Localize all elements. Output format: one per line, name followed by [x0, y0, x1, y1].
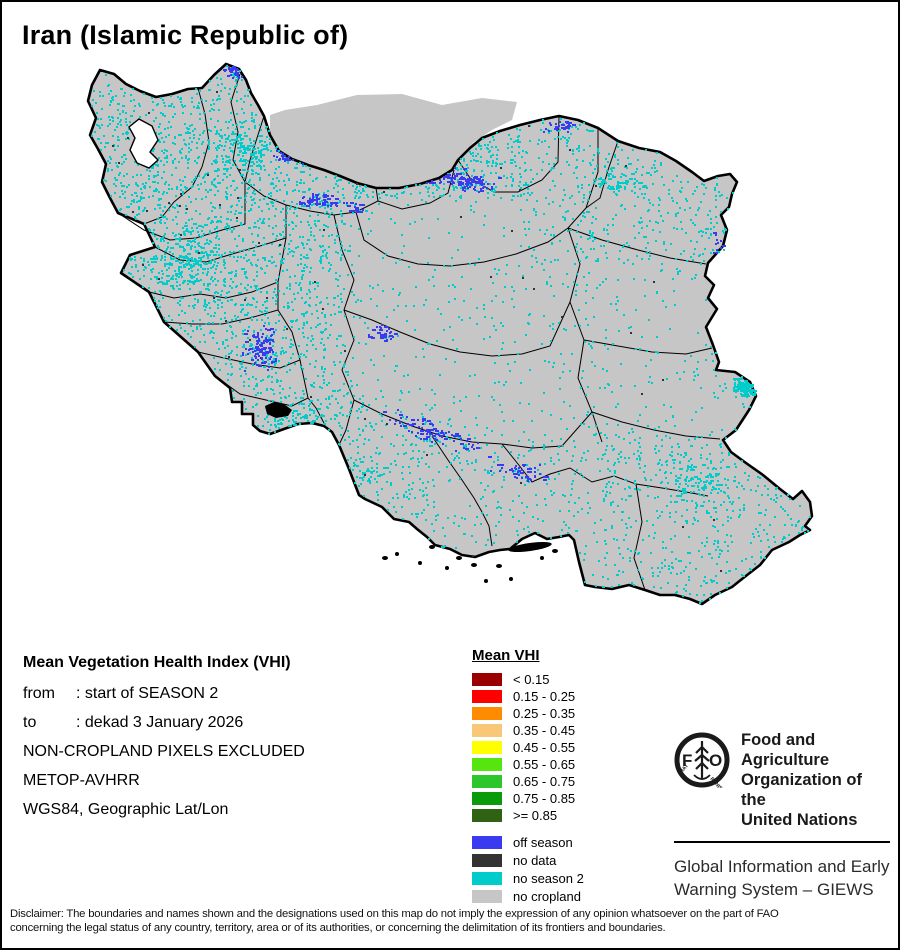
legend-row: off season [472, 833, 584, 851]
fao-motto-panis: PANIS [709, 776, 724, 788]
legend-row-label: >= 0.85 [513, 808, 558, 823]
info-line: WGS84, Geographic Lat/Lon [23, 801, 229, 818]
province-boundary [333, 214, 355, 446]
gulf-island [429, 545, 435, 549]
fao-logo-letter-f: F [682, 751, 692, 770]
legend-row: 0.65 - 0.75 [472, 773, 575, 790]
legend-row-label: < 0.15 [513, 672, 550, 687]
giews-name: Global Information and Early Warning Sys… [674, 855, 890, 901]
gulf-island [508, 541, 552, 553]
legend-color-swatch [472, 758, 502, 771]
giews-line: Warning System – GIEWS [674, 880, 874, 899]
legend-row-label: 0.55 - 0.65 [513, 757, 576, 772]
legend-row: no season 2 [472, 869, 584, 887]
legend-row: 0.55 - 0.65 [472, 756, 575, 773]
fao-logo-icon: F O FIAT PANIS [674, 732, 730, 788]
legend-row-label: no data [513, 852, 557, 868]
legend-row: 0.45 - 0.55 [472, 739, 575, 756]
legend-color-swatch [472, 809, 502, 822]
legend-row: 0.75 - 0.85 [472, 790, 575, 807]
province-boundary [583, 339, 713, 355]
legend-row: >= 0.85 [472, 807, 575, 824]
legend-row: 0.15 - 0.25 [472, 688, 575, 705]
gulf-island [496, 564, 502, 568]
gulf-island [540, 556, 544, 560]
fao-name-line: Organization of the [741, 771, 862, 809]
giews-line: Global Information and Early [674, 857, 890, 876]
info-value: : dekad 3 January 2026 [76, 714, 244, 731]
legend-row-label: no season 2 [513, 870, 584, 886]
legend-row: no data [472, 851, 584, 869]
page-title: Iran (Islamic Republic of) [22, 20, 349, 50]
province-boundary [377, 169, 455, 210]
gulf-island [418, 561, 422, 565]
legend-vhi-classes: Mean VHI < 0.15 0.15 - 0.25 0.25 - 0.35 … [472, 647, 575, 824]
info-label: from [23, 685, 55, 702]
info-row-to: to : dekad 3 January 2026 [23, 714, 305, 732]
legend-row: < 0.15 [472, 671, 575, 688]
legend-row: 0.25 - 0.35 [472, 705, 575, 722]
gulf-island [484, 579, 488, 583]
legend-color-swatch [472, 724, 502, 737]
legend-row: 0.35 - 0.45 [472, 722, 575, 739]
legend-color-swatch [472, 673, 502, 686]
gulf-island [471, 563, 477, 567]
disclaimer-line: Disclaimer: The boundaries and names sho… [10, 908, 779, 920]
legend-color-swatch [472, 835, 502, 849]
coastal-marsh [265, 402, 292, 418]
info-row-from: from : start of SEASON 2 [23, 685, 305, 703]
legend-class-list: < 0.15 0.15 - 0.25 0.25 - 0.35 0.35 - 0.… [472, 671, 575, 824]
legend-color-swatch [472, 707, 502, 720]
fao-branding-block: F O FIAT PANIS Food and Agriculture Orga… [674, 730, 890, 901]
legend-color-swatch [472, 853, 502, 867]
legend-color-swatch [472, 775, 502, 788]
gulf-island [456, 556, 462, 560]
lake-urmia [128, 118, 160, 169]
fao-name-line: Food and Agriculture [741, 731, 830, 769]
disclaimer-line: concerning the legal status of any count… [10, 922, 666, 934]
legend-extra-list: off season no data no season 2 no cropla… [472, 833, 584, 905]
org-divider [674, 841, 890, 843]
gulf-island [382, 556, 388, 560]
legend-extra-classes: off season no data no season 2 no cropla… [472, 833, 584, 905]
gulf-island [395, 552, 399, 556]
legend-color-swatch [472, 690, 502, 703]
disclaimer: Disclaimer: The boundaries and names sho… [10, 907, 894, 935]
province-boundary [353, 399, 593, 449]
info-heading: Mean Vegetation Health Index (VHI) [23, 654, 291, 671]
info-line: METOP-AVHRR [23, 772, 140, 789]
legend-title: Mean VHI [472, 647, 540, 664]
province-boundary [355, 128, 599, 267]
legend-row-label: 0.75 - 0.85 [513, 791, 576, 806]
legend-row: no cropland [472, 887, 584, 905]
fao-name-line: United Nations [741, 811, 858, 829]
legend-color-swatch [472, 741, 502, 754]
legend-row-label: no cropland [513, 888, 581, 904]
info-label: to [23, 714, 37, 731]
province-boundary [633, 483, 646, 591]
legend-row-label: 0.65 - 0.75 [513, 774, 576, 789]
legend-color-swatch [472, 889, 502, 903]
gulf-island [509, 577, 513, 581]
fao-name: Food and Agriculture Organization of the… [741, 730, 890, 830]
fao-logo-row: F O FIAT PANIS Food and Agriculture Orga… [674, 730, 890, 830]
legend-color-swatch [472, 871, 502, 885]
fao-wheat-ear [693, 741, 711, 780]
info-value: : start of SEASON 2 [76, 685, 219, 702]
legend-row-label: 0.25 - 0.35 [513, 706, 576, 721]
province-boundary [431, 435, 493, 547]
legend-row-label: 0.15 - 0.25 [513, 689, 576, 704]
legend-row-label: 0.45 - 0.55 [513, 740, 576, 755]
legend-row-label: 0.35 - 0.45 [513, 723, 576, 738]
fao-logo-letter-o: O [709, 751, 722, 770]
map-info-block: Mean Vegetation Health Index (VHI) from … [23, 654, 305, 830]
legend-color-swatch [472, 792, 502, 805]
gulf-island [552, 549, 558, 553]
legend-row-label: off season [513, 834, 573, 850]
gulf-island [445, 566, 449, 570]
info-line: NON-CROPLAND PIXELS EXCLUDED [23, 743, 305, 760]
